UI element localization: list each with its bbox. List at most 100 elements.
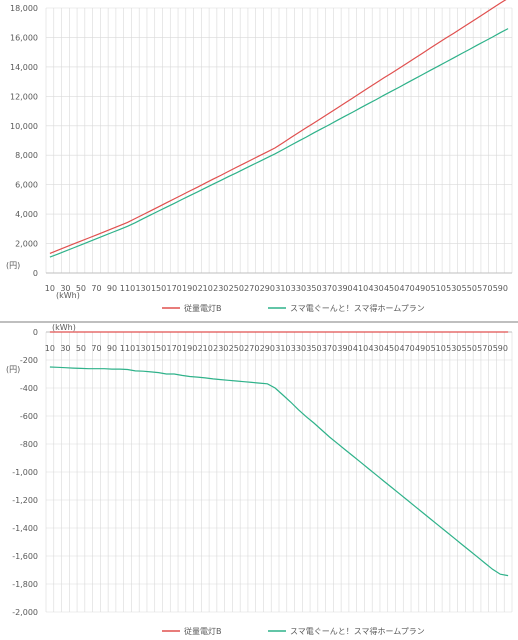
- c2-y-tick-label: -800: [20, 440, 38, 449]
- c2-x-tick-label: 330: [291, 344, 306, 353]
- c1-series-line-2: [49, 28, 509, 258]
- c1-x-tick-label: 490: [415, 284, 430, 293]
- c2-x-unit-label: (kWh): [52, 323, 76, 332]
- c2-x-tick-label: 430: [368, 344, 383, 353]
- c2-x-tick-label: 70: [91, 344, 101, 353]
- c2-x-tick-label: 390: [337, 344, 352, 353]
- c2-x-tick-label: 290: [260, 344, 275, 353]
- c1-x-tick-label: 190: [182, 284, 197, 293]
- c1-x-tick-label: 170: [167, 284, 182, 293]
- c1-x-tick-label: 370: [322, 284, 337, 293]
- c2-x-tick-label: 50: [76, 344, 86, 353]
- c1-x-tick-label: 470: [400, 284, 415, 293]
- c1-y-tick-label: 8,000: [15, 151, 38, 160]
- c1-series-lines: [49, 0, 509, 258]
- c1-y-tick-label: 12,000: [10, 92, 38, 101]
- c1-x-tick-label: 130: [135, 284, 150, 293]
- c1-x-tick-label: 350: [306, 284, 321, 293]
- c1-legend-label-series2: スマ電ぐーんと！スマ得ホームプラン: [290, 303, 425, 313]
- c1-x-tick-label: 510: [431, 284, 446, 293]
- c2-x-tick-label: 510: [431, 344, 446, 353]
- c2-legend-label-series2: スマ電ぐーんと！スマ得ホームプラン: [290, 626, 425, 636]
- c1-x-tick-label: 430: [368, 284, 383, 293]
- c1-y-tick-label: 14,000: [10, 63, 38, 72]
- c2-y-tick-label: 0: [33, 328, 38, 337]
- c2-series-lines: [49, 331, 509, 577]
- c1-y-tick-label: 16,000: [10, 33, 38, 42]
- c2-x-tick-label: 410: [353, 344, 368, 353]
- c1-y-tick-label: 2,000: [15, 240, 38, 249]
- c1-x-tick-labels: 10 30 50 70 90 110 130 150 170 190 210 230 250 270 290…: [45, 284, 508, 293]
- c1-x-tick-label: 530: [446, 284, 461, 293]
- c2-x-tick-label: 250: [229, 344, 244, 353]
- c1-x-tick-label: 10: [45, 284, 55, 293]
- c1-y-tick-label: 18,000: [10, 4, 38, 13]
- c2-x-tick-label: 590: [493, 344, 508, 353]
- c1-gridlines: [45, 7, 513, 274]
- c2-y-tick-label: -1,600: [12, 552, 38, 561]
- c2-x-tick-label: 550: [462, 344, 477, 353]
- c2-x-tick-label: 210: [198, 344, 213, 353]
- c2-x-tick-label: 270: [244, 344, 259, 353]
- c1-x-tick-label: 330: [291, 284, 306, 293]
- c2-x-tick-label: 310: [275, 344, 290, 353]
- c2-x-tick-label: 170: [167, 344, 182, 353]
- c2-x-tick-label: 490: [415, 344, 430, 353]
- c2-series-line-2: [49, 366, 509, 577]
- c1-x-tick-label: 210: [198, 284, 213, 293]
- c1-x-tick-label: 390: [337, 284, 352, 293]
- c2-legend: 従量電灯B スマ電ぐーんと！スマ得ホームプラン: [162, 626, 425, 636]
- c1-x-tick-label: 230: [213, 284, 228, 293]
- c2-x-tick-label: 570: [477, 344, 492, 353]
- c2-y-tick-label: -1,400: [12, 524, 38, 533]
- c2-gridlines: [45, 331, 513, 613]
- c1-y-tick-labels: 0 2,000 4,000 6,000 8,000 10,000 12,000 14,000 1…: [10, 4, 38, 278]
- c2-y-tick-label: -400: [20, 384, 38, 393]
- c1-legend: 従量電灯B スマ電ぐーんと！スマ得ホームプラン: [162, 303, 425, 313]
- c2-x-tick-label: 230: [213, 344, 228, 353]
- c2-x-tick-label: 30: [60, 344, 70, 353]
- c1-series-line-1: [49, 0, 507, 254]
- c1-x-tick-label: 310: [275, 284, 290, 293]
- c2-y-tick-label: -1,000: [12, 468, 38, 477]
- c1-x-tick-label: 30: [60, 284, 70, 293]
- c1-x-tick-label: 70: [91, 284, 101, 293]
- c1-y-tick-label: 10,000: [10, 122, 38, 131]
- c2-x-tick-label: 350: [306, 344, 321, 353]
- c1-legend-label-series1: 従量電灯B: [184, 303, 222, 313]
- c2-y-tick-label: -1,800: [12, 580, 38, 589]
- c2-y-tick-label: -200: [20, 356, 38, 365]
- difference-chart: 0 -200 -400 -600 -800 -1,000 -1,200 -1,400 -1,60…: [6, 323, 513, 636]
- c2-x-tick-label: 10: [45, 344, 55, 353]
- c2-y-tick-label: -1,200: [12, 496, 38, 505]
- c1-x-tick-label: 270: [244, 284, 259, 293]
- c2-x-tick-label: 150: [151, 344, 166, 353]
- c2-x-tick-label: 130: [135, 344, 150, 353]
- c1-x-tick-label: 110: [120, 284, 135, 293]
- c1-x-tick-label: 410: [353, 284, 368, 293]
- c1-x-tick-label: 570: [477, 284, 492, 293]
- cost-chart: 0 2,000 4,000 6,000 8,000 10,000 12,000 14,000 1…: [6, 0, 513, 313]
- c2-x-tick-label: 110: [120, 344, 135, 353]
- c2-legend-label-series1: 従量電灯B: [184, 626, 222, 636]
- c2-x-tick-label: 190: [182, 344, 197, 353]
- c1-x-tick-label: 550: [462, 284, 477, 293]
- c2-x-tick-label: 530: [446, 344, 461, 353]
- c1-x-tick-label: 290: [260, 284, 275, 293]
- c2-y-tick-label: -600: [20, 412, 38, 421]
- c2-x-tick-label: 470: [400, 344, 415, 353]
- c2-x-tick-labels: 10 30 50 70 90 110 130 150 170 190 210 230 250 270 290…: [45, 344, 508, 353]
- c1-x-tick-label: 450: [384, 284, 399, 293]
- c1-x-tick-label: 90: [107, 284, 117, 293]
- c1-y-tick-label: 6,000: [15, 181, 38, 190]
- c2-x-tick-label: 370: [322, 344, 337, 353]
- c2-x-tick-label: 450: [384, 344, 399, 353]
- c2-y-unit-label: (円): [6, 365, 20, 374]
- c1-x-tick-label: 250: [229, 284, 244, 293]
- c1-y-unit-label: (円): [6, 261, 20, 270]
- c1-y-tick-label: 0: [33, 269, 38, 278]
- c1-x-unit-label: (kWh): [56, 291, 80, 300]
- c1-x-tick-label: 50: [76, 284, 86, 293]
- c2-x-tick-label: 90: [107, 344, 117, 353]
